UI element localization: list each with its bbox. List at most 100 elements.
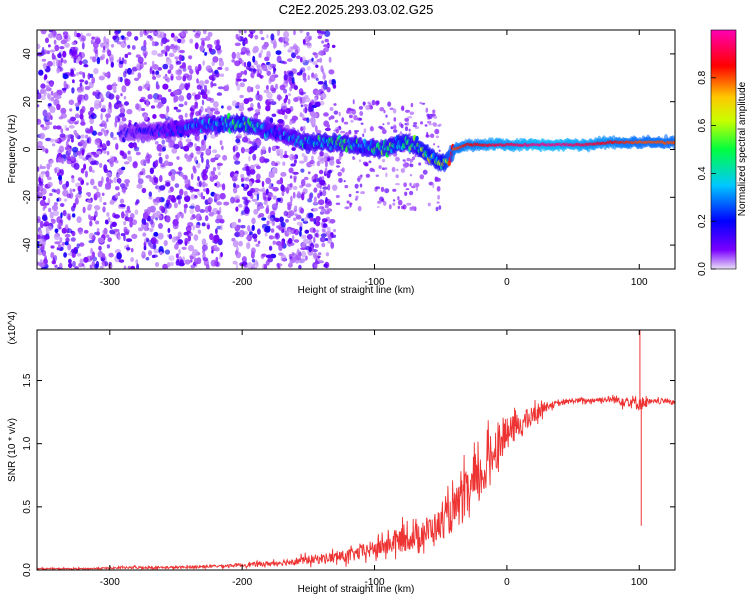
spectrogram-noise-cell bbox=[124, 78, 131, 86]
spectrogram-noise-cell bbox=[83, 229, 89, 234]
spectrogram-noise-cell bbox=[322, 189, 327, 197]
spectrogram-noise-cell bbox=[435, 206, 439, 212]
spectrogram-noise-cell bbox=[42, 240, 46, 246]
spectrogram-noise-cell bbox=[338, 111, 341, 117]
spectrogram-noise-cell bbox=[324, 238, 329, 241]
spectrogram-noise-cell bbox=[144, 52, 147, 59]
spectrogram-noise-cell bbox=[126, 31, 132, 37]
spectrogram-noise-cell bbox=[322, 186, 329, 190]
spectrogram-noise-cell bbox=[59, 133, 66, 138]
spectrogram-noise-cell bbox=[197, 91, 201, 99]
snr-y-ticks: 0.0 0.5 1.0 1.5 bbox=[22, 373, 675, 577]
spectrogram-noise-cell bbox=[247, 61, 252, 68]
spectrogram-noise-cell bbox=[81, 263, 85, 267]
spectrogram-noise-cell bbox=[80, 139, 85, 145]
spectrogram-noise-cell bbox=[214, 154, 221, 159]
spectrogram-noise-cell bbox=[86, 32, 92, 37]
spectrogram-noise-cell bbox=[324, 127, 331, 132]
spectrogram-noise-cell bbox=[84, 85, 91, 91]
spectrogram-noise-cell bbox=[358, 159, 362, 163]
spectrogram-noise-cell bbox=[383, 109, 386, 114]
spectrogram-noise-cell bbox=[318, 260, 324, 264]
spectrogram-noise-cell bbox=[70, 248, 77, 254]
spectrogram-noise-cell bbox=[128, 143, 135, 148]
spectrogram-noise-cell bbox=[271, 161, 276, 166]
spectrogram-noise-cell bbox=[288, 253, 293, 258]
spectrogram-noise-cell bbox=[178, 95, 185, 102]
spectrogram-noise-cell bbox=[296, 55, 301, 59]
spectrogram-noise-cell bbox=[268, 101, 271, 108]
spectrogram-noise-cell bbox=[221, 105, 224, 109]
spectrogram-noise-cell bbox=[313, 252, 318, 260]
colorbar-tick-label: 0.6 bbox=[697, 118, 708, 132]
spectrogram-noise-cell bbox=[139, 171, 144, 176]
spectrogram-noise-cell bbox=[46, 50, 51, 55]
spectrogram-noise-cell bbox=[42, 214, 48, 222]
spectrogram-noise-cell bbox=[250, 71, 255, 79]
spectrogram-noise-cell bbox=[91, 36, 96, 40]
spectrogram-noise-cell bbox=[163, 33, 167, 38]
spectrogram-noise-cell bbox=[204, 51, 208, 56]
colorbar-tick-label: 0.8 bbox=[697, 70, 708, 84]
spectrogram-noise-cell bbox=[50, 115, 53, 121]
spectrogram-noise-cell bbox=[187, 244, 195, 252]
spectrogram-noise-cell bbox=[131, 45, 136, 50]
spectrogram-noise-cell bbox=[403, 163, 408, 169]
spectrogram-noise-cell bbox=[56, 125, 62, 130]
spectrogram-noise-cell bbox=[199, 85, 203, 91]
spectrogram-noise-cell bbox=[372, 168, 376, 173]
spectrogram-noise-cell bbox=[189, 208, 195, 215]
spectrogram-noise-cell bbox=[426, 113, 430, 118]
spectrogram-noise-cell bbox=[165, 209, 169, 213]
spectrogram-noise-cell bbox=[408, 128, 411, 132]
spectrogram-noise-cell bbox=[124, 179, 130, 184]
spectrogram-noise-cell bbox=[112, 136, 117, 141]
spectrogram-noise-cell bbox=[204, 88, 208, 93]
spectrogram-noise-cell bbox=[76, 253, 82, 257]
spectrogram-noise-cell bbox=[127, 44, 131, 49]
snr-y-tick-label: 1.0 bbox=[22, 436, 33, 450]
spectrogram-noise-cell bbox=[119, 112, 126, 118]
spectrogram-noise-cell bbox=[212, 207, 219, 215]
spectrogram-noise-cell bbox=[135, 199, 140, 205]
spectrogram-noise-cell bbox=[124, 59, 127, 65]
spectrogram-noise-cell bbox=[254, 201, 260, 205]
spectrogram-noise-cell bbox=[43, 89, 47, 97]
spectrogram-noise-cell bbox=[311, 155, 314, 161]
spectrogram-noise-cell bbox=[124, 231, 129, 236]
spectrogram-noise-cell bbox=[64, 146, 70, 151]
spectrogram-noise-cell bbox=[72, 202, 77, 209]
spectrogram-noise-cell bbox=[396, 168, 399, 172]
spectrogram-noise-cell bbox=[79, 242, 85, 247]
spectrogram-noise-cell bbox=[429, 133, 435, 139]
spectrogram-noise-cell bbox=[246, 262, 253, 269]
spectrogram-noise-cell bbox=[279, 153, 284, 159]
spectrogram-noise-cell bbox=[134, 144, 137, 150]
spectrogram-noise-cell bbox=[299, 91, 307, 95]
spectrogram-noise-cell bbox=[123, 226, 128, 233]
spectrogram-noise-cell bbox=[93, 103, 100, 110]
spectrogram-noise-cell bbox=[53, 39, 57, 45]
spectrogram-noise-cell bbox=[303, 155, 308, 163]
spectrogram-noise-cell bbox=[344, 184, 349, 189]
chart-title: C2E2.2025.293.03.02.G25 bbox=[279, 2, 434, 17]
spectrogram-noise-cell bbox=[113, 89, 117, 93]
spectrogram-noise-cell bbox=[78, 228, 83, 235]
spectrogram-noise-cell bbox=[103, 227, 108, 235]
spectrogram-noise-cell bbox=[42, 109, 48, 117]
spectrogram-noise-cell bbox=[153, 201, 159, 206]
spectrogram-noise-cell bbox=[132, 161, 138, 169]
spectrogram-noise-cell bbox=[427, 202, 431, 207]
spectrogram-noise-cell bbox=[110, 61, 115, 68]
spectrogram-noise-cell bbox=[275, 50, 282, 55]
spectrogram-noise-cell bbox=[257, 205, 265, 209]
spectrogram-noise-cell bbox=[94, 263, 99, 269]
spectrogram-noise-cell bbox=[245, 165, 250, 173]
spectrogram-noise-cell bbox=[68, 125, 75, 129]
spectrogram-noise-cell bbox=[294, 213, 298, 217]
spectrogram-noise-cell bbox=[263, 263, 268, 269]
spectrogram-noise-cell bbox=[236, 78, 242, 82]
spectrogram-noise-cell bbox=[270, 101, 277, 106]
spectrogram-noise-cell bbox=[184, 112, 188, 118]
spectrogram-noise-cell bbox=[98, 100, 102, 109]
